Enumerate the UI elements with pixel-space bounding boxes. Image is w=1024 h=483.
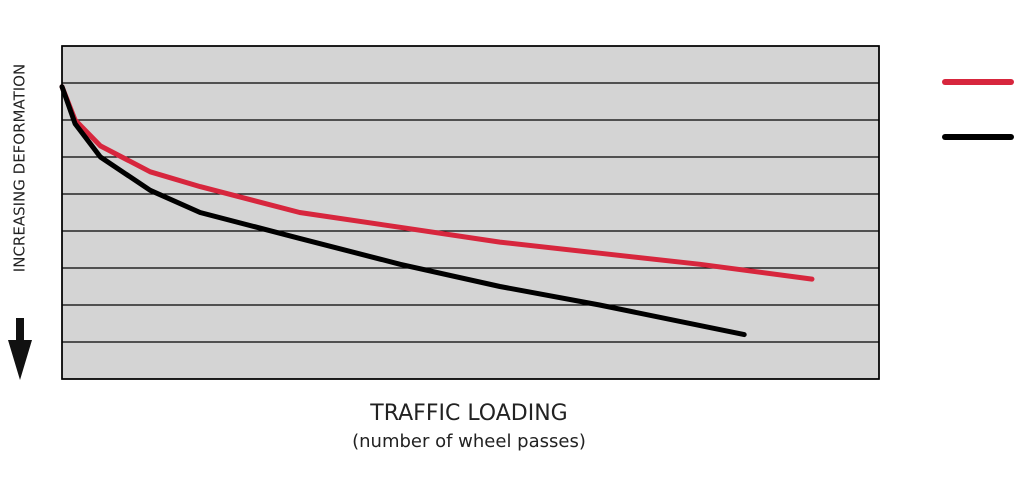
legend bbox=[942, 79, 1014, 140]
y-axis-label: INCREASING DEFORMATION bbox=[11, 64, 29, 272]
series-line bbox=[59, 84, 747, 338]
plot-area bbox=[61, 45, 880, 380]
lines bbox=[59, 84, 815, 338]
grid bbox=[62, 82, 879, 343]
series-line bbox=[59, 84, 815, 282]
plot-frame bbox=[61, 45, 880, 380]
x-axis-sublabel: (number of wheel passes) bbox=[352, 431, 586, 452]
y-axis-arrow bbox=[8, 318, 32, 380]
x-axis-label: TRAFFIC LOADING bbox=[369, 401, 567, 426]
